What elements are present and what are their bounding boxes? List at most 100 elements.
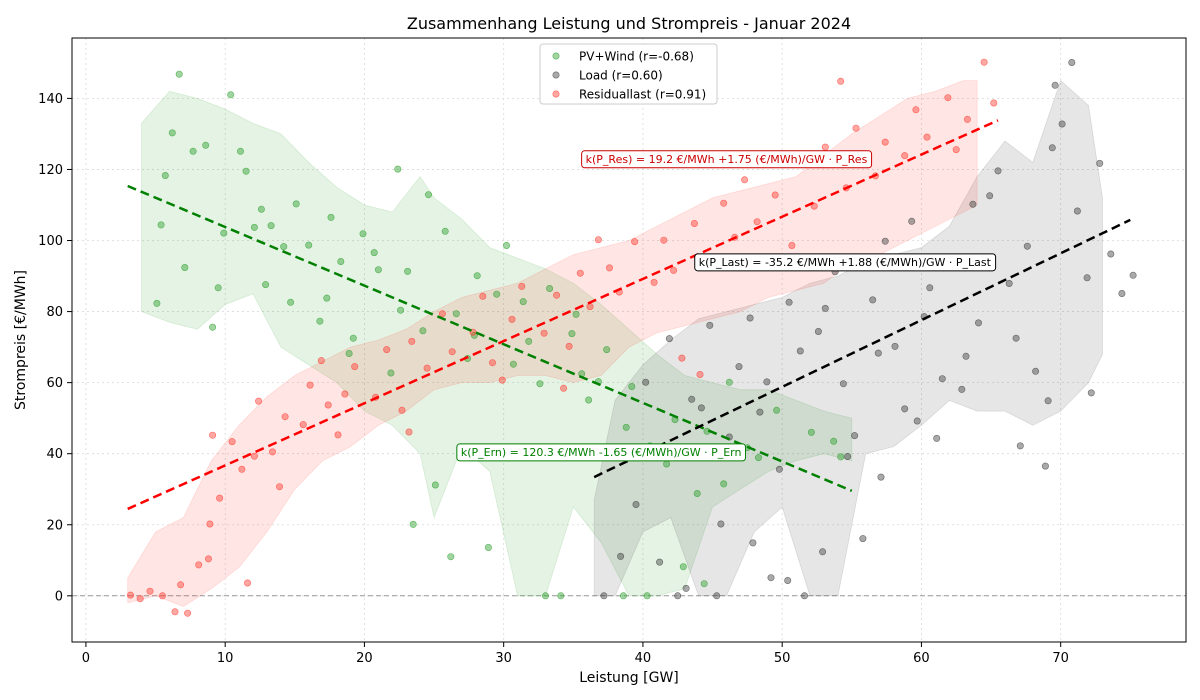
chart-title: Zusammenhang Leistung und Strompreis - J… [407,14,851,33]
data-point [693,489,701,497]
legend-label: Residuallast (r=0.91) [579,87,706,101]
data-point [508,315,516,323]
fit-annotation: k(P_Res) = 19.2 €/MWh +1.75 (€/MWh)/GW ·… [581,150,873,169]
data-point [963,115,971,123]
data-point [926,284,934,292]
data-point [349,334,357,342]
data-point [509,360,517,368]
data-point [242,167,250,175]
data-point [153,299,161,307]
data-point [952,146,960,154]
legend: PV+Wind (r=-0.68) Load (r=0.60) Residualla… [539,43,718,105]
data-point [488,359,496,367]
data-point [237,147,245,155]
data-point [1012,334,1020,342]
legend-marker [552,90,560,98]
data-point [498,376,506,384]
data-point [643,592,651,600]
data-point [525,337,533,345]
data-point [206,520,214,528]
data-point [688,395,696,403]
data-point [678,354,686,362]
data-point [275,483,283,491]
data-point [585,396,593,404]
annotation-text: k(P_Res) = 19.2 €/MWh +1.75 (€/MWh)/GW ·… [586,153,868,166]
data-point [209,323,217,331]
data-point [660,236,668,244]
data-point [171,608,179,616]
data-point [749,539,757,547]
data-point [852,124,860,132]
data-point [670,266,678,274]
data-point [1107,250,1115,258]
data-point [819,548,827,556]
data-point [881,138,889,146]
data-point [586,303,594,311]
legend-marker [552,71,560,79]
data-point [519,298,527,306]
data-point [299,421,307,429]
data-point [209,431,217,439]
data-point [479,292,487,300]
fit-line [127,184,853,492]
data-point [874,349,882,357]
data-point [484,543,492,551]
data-point [656,558,664,566]
data-point [168,129,176,137]
data-point [557,592,565,600]
data-point [986,192,994,200]
data-point [969,200,977,208]
data-point [359,230,367,238]
data-point [317,357,325,365]
y-axis-label: Strompreis [€/MWh] [13,270,29,410]
data-point [238,465,246,473]
data-point [696,370,704,378]
data-point [663,460,671,468]
x-tick-label: 30 [495,651,512,666]
data-point [923,133,931,141]
data-point [292,200,300,208]
y-tick-label: 60 [46,376,63,391]
data-point [1129,271,1137,279]
data-point [255,397,263,405]
data-point [632,500,640,508]
data-point [159,592,167,600]
data-point [784,576,792,584]
data-point [305,241,313,249]
data-point [908,217,916,225]
data-point [441,227,449,235]
fit-line [127,119,999,511]
data-point [565,342,573,350]
data-point [576,269,584,277]
data-point [958,385,966,393]
data-point [1073,207,1081,215]
confidence-bands [127,79,1103,607]
data-point [452,310,460,318]
data-point [725,378,733,386]
data-point [175,70,183,78]
data-point [1058,120,1066,128]
annotation-text: k(P_Last) = -35.2 €/MWh +1.88 (€/MWh)/GW… [699,256,992,269]
data-point [1005,279,1013,287]
data-point [473,272,481,280]
data-point [257,205,265,213]
data-point [306,381,314,389]
data-point [679,563,687,571]
data-point [136,595,144,603]
x-tick-label: 20 [356,651,373,666]
data-point [717,520,725,528]
data-point [1087,389,1095,397]
data-point [518,282,526,290]
data-point [502,242,510,250]
data-point [891,342,899,350]
data-point [837,453,845,461]
data-point [697,404,705,412]
data-point [1051,81,1059,89]
axes-frame [71,37,1187,643]
data-point [631,238,639,246]
data-point [1023,242,1031,250]
data-point [933,434,941,442]
data-point [397,306,405,314]
data-point [334,431,342,439]
